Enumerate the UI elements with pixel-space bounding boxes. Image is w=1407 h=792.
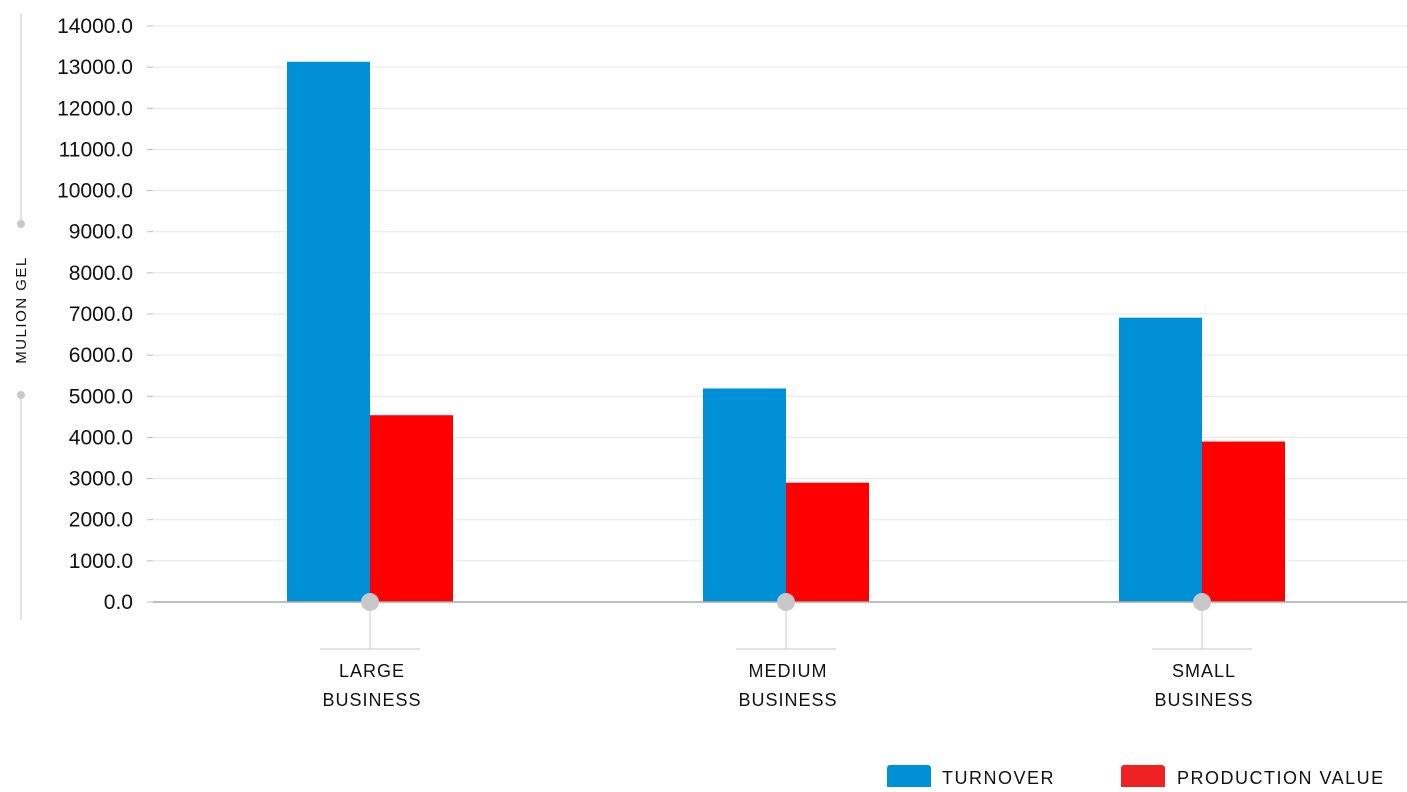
y-tick-label: 11000.0 (59, 138, 133, 161)
ylabel-rule-dot (17, 220, 25, 228)
bar-turnover (1119, 317, 1202, 602)
y-tick-label: 4000.0 (69, 426, 133, 449)
x-tick-label: SMALL (1172, 661, 1236, 681)
bar-production-value (786, 482, 869, 602)
legend-label: TURNOVER (942, 768, 1055, 787)
y-tick-label: 1000.0 (69, 550, 133, 573)
y-axis-label-group: MULION GEL (13, 14, 30, 620)
legend-swatch (1121, 765, 1165, 791)
bar-production-value (370, 415, 453, 602)
x-tick-label: BUSINESS (322, 690, 421, 710)
legend: TURNOVER PRODUCTION VALUE (887, 765, 1385, 791)
bar-turnover (703, 388, 786, 602)
x-tick-label: BUSINESS (1154, 690, 1253, 710)
y-tick-label: 0.0 (104, 591, 133, 614)
bars (287, 61, 1285, 602)
legend-swatch (887, 765, 931, 791)
x-tick-label: LARGE (339, 661, 405, 681)
y-tick-label: 10000.0 (57, 180, 133, 203)
y-tick-label: 5000.0 (69, 385, 133, 408)
bar-turnover (287, 61, 370, 602)
axes: 0.0 1000.0 2000.0 3000.0 4000.0 5000.0 6000.0 7… (57, 15, 1407, 710)
category-marker-dot (361, 593, 379, 611)
bar-production-value (1202, 441, 1285, 602)
y-axis-label: MULION GEL (13, 256, 30, 364)
category-marker-dot (1193, 593, 1211, 611)
y-tick-label: 14000.0 (57, 15, 133, 38)
y-tick-label: 2000.0 (69, 509, 133, 532)
y-tick-label: 3000.0 (69, 468, 133, 491)
y-tick-label: 8000.0 (69, 262, 133, 285)
y-tick-label: 12000.0 (57, 97, 133, 120)
y-tick-label: 9000.0 (69, 221, 133, 244)
x-tick-label: MEDIUM (749, 661, 828, 681)
category-marker-dot (777, 593, 795, 611)
y-tick-label: 6000.0 (69, 344, 133, 367)
legend-label: PRODUCTION VALUE (1177, 768, 1385, 787)
y-tick-label: 7000.0 (69, 303, 133, 326)
y-tick-label: 13000.0 (57, 56, 133, 79)
x-tick-label: BUSINESS (738, 690, 837, 710)
